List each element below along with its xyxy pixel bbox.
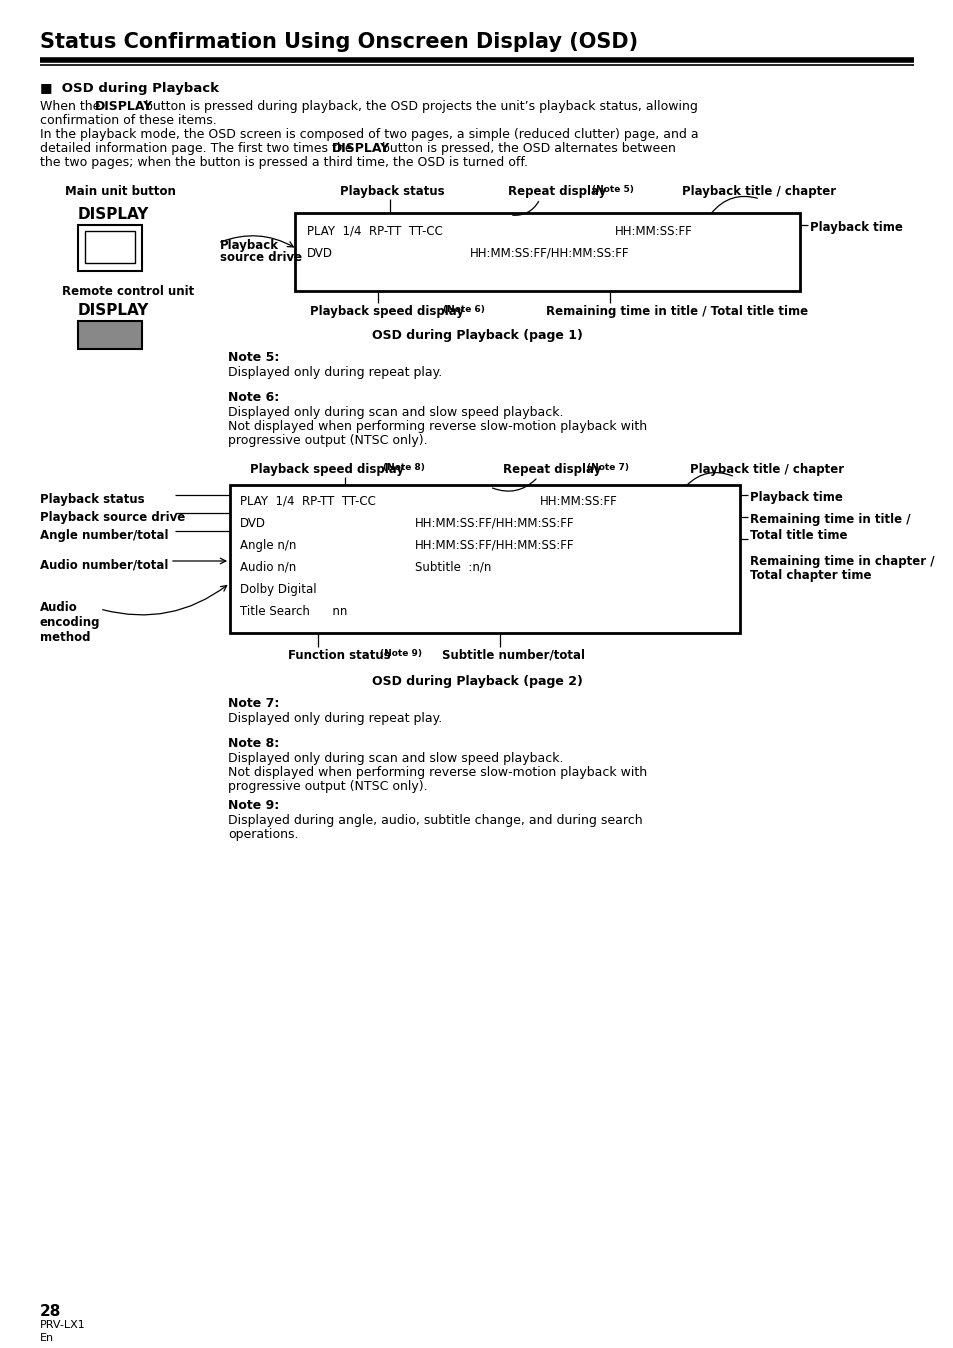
Text: ■  OSD during Playback: ■ OSD during Playback (40, 82, 219, 94)
Text: Subtitle number/total: Subtitle number/total (441, 648, 584, 662)
Text: HH:MM:SS:FF/HH:MM:SS:FF: HH:MM:SS:FF/HH:MM:SS:FF (470, 247, 629, 260)
Text: Playback speed display: Playback speed display (250, 462, 408, 476)
Text: Displayed only during scan and slow speed playback.: Displayed only during scan and slow spee… (228, 752, 563, 766)
Text: Total title time: Total title time (749, 528, 846, 542)
Text: Repeat display: Repeat display (502, 462, 605, 476)
Text: Note 5:: Note 5: (228, 350, 279, 364)
Text: HH:MM:SS:FF: HH:MM:SS:FF (539, 495, 618, 508)
Text: Playback speed display: Playback speed display (310, 305, 468, 318)
Text: Playback source drive: Playback source drive (40, 511, 185, 524)
Text: (Note 8): (Note 8) (382, 462, 424, 472)
Text: confirmation of these items.: confirmation of these items. (40, 115, 216, 127)
Text: (Note 5): (Note 5) (592, 185, 633, 194)
Text: (Note 6): (Note 6) (442, 305, 484, 314)
Text: DVD: DVD (307, 247, 333, 260)
Text: HH:MM:SS:FF/HH:MM:SS:FF: HH:MM:SS:FF/HH:MM:SS:FF (415, 518, 574, 530)
Text: Dolby Digital: Dolby Digital (240, 582, 316, 596)
Text: En: En (40, 1333, 54, 1343)
Text: Playback status: Playback status (40, 493, 145, 506)
Text: operations.: operations. (228, 828, 298, 841)
Text: Audio n/n: Audio n/n (240, 561, 296, 574)
Text: Playback status: Playback status (339, 185, 444, 198)
Text: Playback: Playback (220, 239, 278, 252)
Text: Displayed only during repeat play.: Displayed only during repeat play. (228, 367, 442, 379)
Text: Angle number/total: Angle number/total (40, 528, 169, 542)
Text: Note 8:: Note 8: (228, 737, 279, 749)
Text: HH:MM:SS:FF/HH:MM:SS:FF: HH:MM:SS:FF/HH:MM:SS:FF (415, 539, 574, 551)
Text: Playback time: Playback time (809, 221, 902, 235)
Text: Main unit button: Main unit button (65, 185, 175, 198)
Text: Displayed only during scan and slow speed playback.: Displayed only during scan and slow spee… (228, 406, 563, 419)
Text: Displayed only during repeat play.: Displayed only during repeat play. (228, 712, 442, 725)
Text: PLAY  1/4  RP-TT  TT-CC: PLAY 1/4 RP-TT TT-CC (307, 225, 442, 239)
Text: Repeat display: Repeat display (507, 185, 610, 198)
Text: Playback title / chapter: Playback title / chapter (689, 462, 843, 476)
Bar (85, 231, 135, 263)
Bar (294, 213, 800, 291)
Text: Not displayed when performing reverse slow-motion playback with: Not displayed when performing reverse sl… (228, 421, 646, 433)
Text: (Note 7): (Note 7) (586, 462, 628, 472)
Text: Note 9:: Note 9: (228, 799, 279, 811)
Text: HH:MM:SS:FF: HH:MM:SS:FF (615, 225, 692, 239)
Text: (Note 9): (Note 9) (379, 648, 421, 658)
Text: DISPLAY: DISPLAY (78, 208, 150, 222)
Text: Audio
encoding
method: Audio encoding method (40, 601, 100, 644)
Text: Function status: Function status (288, 648, 395, 662)
Text: In the playback mode, the OSD screen is composed of two pages, a simple (reduced: In the playback mode, the OSD screen is … (40, 128, 698, 142)
Text: Remaining time in title /: Remaining time in title / (749, 514, 909, 526)
Text: Angle n/n: Angle n/n (240, 539, 296, 551)
Text: button is pressed during playback, the OSD projects the unit’s playback status, : button is pressed during playback, the O… (141, 100, 698, 113)
Text: 28: 28 (40, 1304, 61, 1318)
Text: the two pages; when the button is pressed a third time, the OSD is turned off.: the two pages; when the button is presse… (40, 156, 527, 168)
Text: Note 6:: Note 6: (228, 391, 279, 404)
Text: DVD: DVD (240, 518, 266, 530)
Text: Total chapter time: Total chapter time (749, 569, 871, 582)
Text: Status Confirmation Using Onscreen Display (OSD): Status Confirmation Using Onscreen Displ… (40, 32, 638, 53)
Bar (78, 321, 142, 349)
Text: DISPLAY: DISPLAY (95, 100, 153, 113)
Text: progressive output (NTSC only).: progressive output (NTSC only). (228, 434, 427, 448)
Text: PRV-LX1: PRV-LX1 (40, 1320, 86, 1330)
Text: Displayed during angle, audio, subtitle change, and during search: Displayed during angle, audio, subtitle … (228, 814, 642, 828)
Text: Playback time: Playback time (749, 491, 842, 504)
Text: Remote control unit: Remote control unit (62, 284, 194, 298)
Bar (230, 485, 740, 634)
Text: Subtitle  :n/n: Subtitle :n/n (415, 561, 491, 574)
Text: source drive: source drive (220, 251, 302, 264)
Bar (78, 225, 142, 271)
Text: Note 7:: Note 7: (228, 697, 279, 710)
Text: progressive output (NTSC only).: progressive output (NTSC only). (228, 780, 427, 793)
Text: Remaining time in chapter /: Remaining time in chapter / (749, 555, 934, 568)
Text: detailed information page. The first two times the: detailed information page. The first two… (40, 142, 356, 155)
Text: Playback title / chapter: Playback title / chapter (681, 185, 835, 198)
Text: OSD during Playback (page 2): OSD during Playback (page 2) (371, 675, 582, 687)
Text: When the: When the (40, 100, 104, 113)
Text: Not displayed when performing reverse slow-motion playback with: Not displayed when performing reverse sl… (228, 766, 646, 779)
Text: PLAY  1/4  RP-TT  TT-CC: PLAY 1/4 RP-TT TT-CC (240, 495, 375, 508)
Text: DISPLAY: DISPLAY (78, 303, 150, 318)
Text: Title Search      nn: Title Search nn (240, 605, 347, 617)
Text: Remaining time in title / Total title time: Remaining time in title / Total title ti… (545, 305, 807, 318)
Text: DISPLAY: DISPLAY (332, 142, 390, 155)
Text: Audio number/total: Audio number/total (40, 559, 168, 572)
Text: OSD during Playback (page 1): OSD during Playback (page 1) (371, 329, 582, 342)
Text: button is pressed, the OSD alternates between: button is pressed, the OSD alternates be… (377, 142, 675, 155)
